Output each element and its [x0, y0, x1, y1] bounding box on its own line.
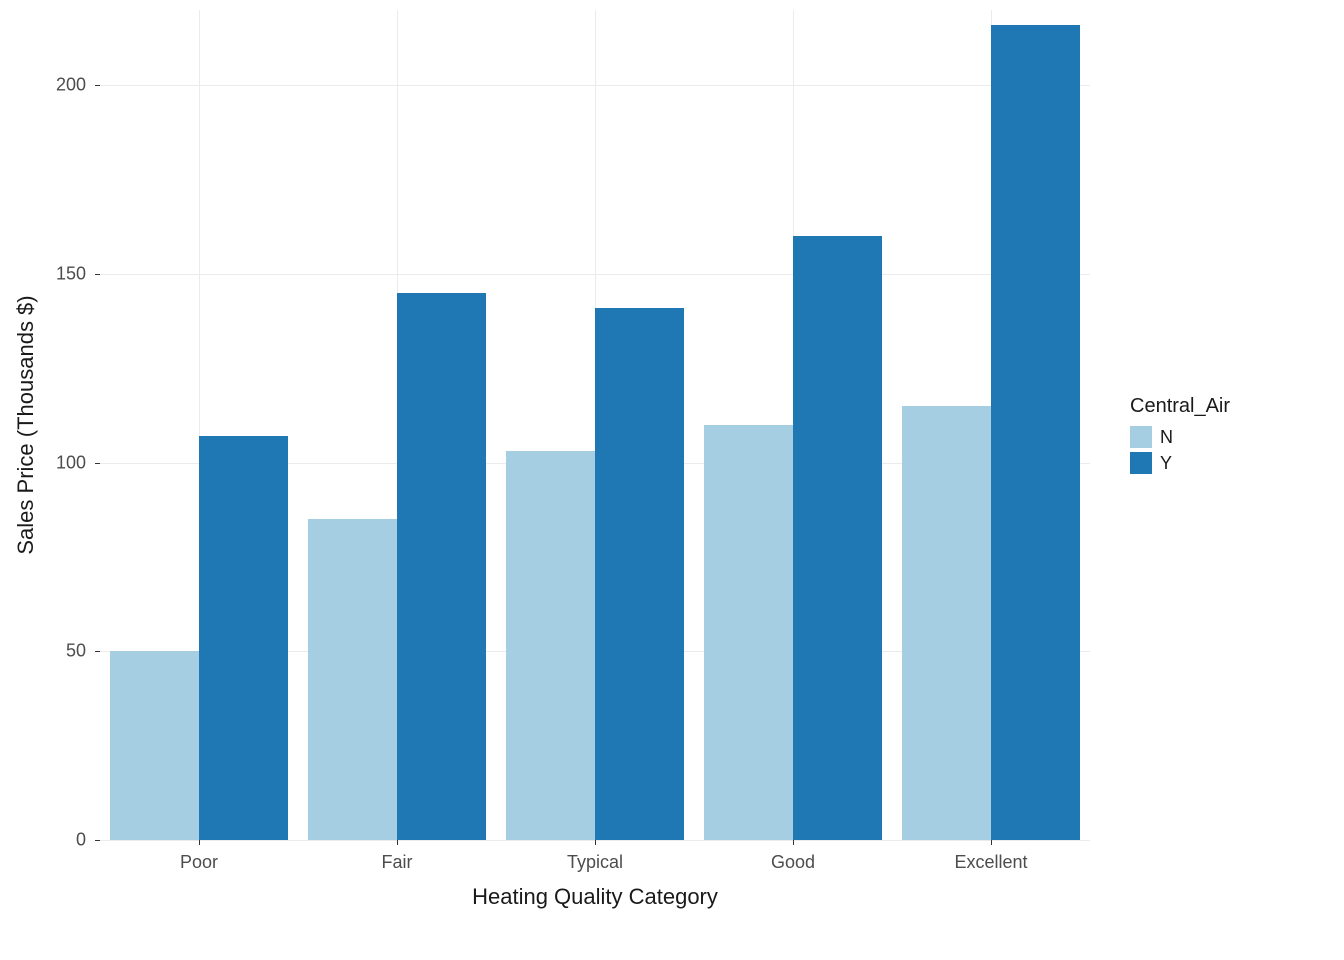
x-tick-mark — [991, 840, 992, 845]
legend-title: Central_Air — [1130, 395, 1230, 418]
legend-swatch — [1130, 426, 1152, 448]
y-tick-mark — [95, 840, 100, 841]
y-tick-mark — [95, 85, 100, 86]
legend-label: N — [1160, 427, 1173, 448]
y-tick-label: 50 — [0, 641, 86, 662]
legend-label: Y — [1160, 453, 1172, 474]
bar — [110, 651, 199, 840]
legend: Central_Air NY — [1130, 395, 1230, 478]
x-tick-label: Typical — [567, 852, 623, 873]
bar-chart: 050100150200 PoorFairTypicalGoodExcellen… — [0, 0, 1344, 960]
legend-key — [1130, 452, 1152, 474]
bar — [199, 436, 288, 840]
legend-items: NY — [1130, 426, 1230, 474]
y-tick-label: 0 — [0, 830, 86, 851]
y-tick-mark — [95, 463, 100, 464]
legend-item: Y — [1130, 452, 1230, 474]
plot-panel — [100, 10, 1090, 840]
legend-swatch — [1130, 452, 1152, 474]
bar — [506, 451, 595, 840]
bar — [902, 406, 991, 840]
y-tick-mark — [95, 274, 100, 275]
x-tick-label: Good — [771, 852, 815, 873]
y-tick-mark — [95, 651, 100, 652]
x-tick-mark — [595, 840, 596, 845]
bar — [397, 293, 486, 840]
y-tick-label: 150 — [0, 264, 86, 285]
x-tick-label: Fair — [382, 852, 413, 873]
x-tick-mark — [199, 840, 200, 845]
bar — [793, 236, 882, 840]
bar — [991, 25, 1080, 840]
y-tick-label: 200 — [0, 75, 86, 96]
x-axis-title: Heating Quality Category — [100, 884, 1090, 910]
bar — [704, 425, 793, 840]
x-tick-label: Excellent — [954, 852, 1027, 873]
y-axis-title: Sales Price (Thousands $) — [13, 295, 39, 554]
bar — [595, 308, 684, 840]
x-tick-mark — [397, 840, 398, 845]
legend-item: N — [1130, 426, 1230, 448]
x-tick-mark — [793, 840, 794, 845]
bar — [308, 519, 397, 840]
x-tick-label: Poor — [180, 852, 218, 873]
legend-key — [1130, 426, 1152, 448]
